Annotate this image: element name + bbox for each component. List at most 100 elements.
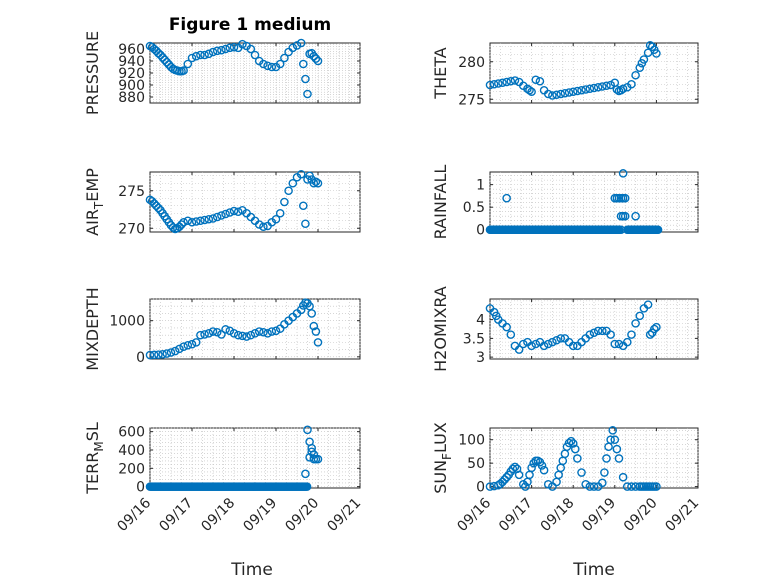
data-point bbox=[610, 435, 620, 445]
grid bbox=[149, 172, 361, 232]
data-point bbox=[527, 87, 536, 97]
y-tick-label: 200 bbox=[118, 461, 145, 477]
series-markers bbox=[485, 300, 661, 354]
data-point bbox=[577, 468, 586, 477]
data-point bbox=[539, 465, 549, 475]
x-tick-label: 09/21 bbox=[324, 495, 364, 535]
y-tick-label: 600 bbox=[118, 425, 145, 441]
data-point bbox=[217, 330, 226, 339]
data-point bbox=[556, 89, 566, 99]
y-axis-label: RAINFALL bbox=[431, 165, 450, 240]
data-point bbox=[610, 339, 620, 349]
data-point bbox=[200, 50, 209, 60]
data-point bbox=[645, 330, 655, 339]
y-tick-label: 940 bbox=[118, 54, 145, 70]
data-point bbox=[179, 66, 188, 75]
data-point bbox=[650, 324, 659, 334]
data-point bbox=[221, 325, 230, 334]
data-point bbox=[309, 51, 319, 61]
data-point bbox=[531, 339, 541, 349]
y-tick-label: 0 bbox=[476, 480, 485, 496]
y-tick-label: 0.5 bbox=[463, 200, 485, 216]
data-point bbox=[508, 464, 518, 474]
data-point bbox=[537, 461, 547, 470]
data-point bbox=[212, 327, 222, 337]
data-point bbox=[158, 53, 167, 62]
data-point bbox=[191, 217, 201, 226]
data-point bbox=[510, 76, 520, 85]
data-point bbox=[585, 84, 595, 94]
data-point bbox=[271, 214, 281, 224]
data-point bbox=[614, 454, 624, 463]
y-tick-label: 4 bbox=[476, 313, 485, 329]
data-point bbox=[250, 329, 260, 338]
data-point bbox=[581, 479, 590, 489]
data-point bbox=[187, 217, 197, 227]
data-point bbox=[313, 338, 323, 347]
x-tick-label: 09/16 bbox=[114, 495, 154, 535]
data-point bbox=[612, 85, 622, 94]
data-point bbox=[311, 177, 321, 187]
data-point bbox=[539, 341, 549, 351]
data-point bbox=[560, 88, 570, 98]
data-point bbox=[229, 42, 239, 52]
data-point bbox=[622, 482, 632, 491]
data-point bbox=[564, 88, 574, 97]
data-point bbox=[170, 346, 180, 356]
data-point bbox=[506, 330, 516, 339]
series-markers bbox=[145, 425, 323, 491]
data-point bbox=[612, 444, 622, 454]
data-point bbox=[643, 300, 653, 309]
y-tick-label: 280 bbox=[458, 55, 485, 71]
data-point bbox=[233, 330, 243, 340]
subplot-h2omixra: 3 3.5 4 H2OMIXRA bbox=[431, 286, 699, 372]
data-point bbox=[246, 330, 256, 340]
x-axis-label-right: Time bbox=[572, 560, 615, 580]
data-point bbox=[502, 193, 511, 203]
data-point bbox=[263, 329, 272, 338]
data-point bbox=[280, 53, 289, 63]
data-point bbox=[653, 225, 663, 235]
data-point bbox=[183, 59, 193, 69]
x-tick-label: 09/20 bbox=[621, 495, 661, 535]
data-point bbox=[311, 54, 321, 63]
y-axis-label: THETA bbox=[431, 47, 450, 99]
data-point bbox=[502, 77, 511, 87]
x-tick-label: 09/16 bbox=[454, 495, 494, 535]
data-point bbox=[196, 50, 205, 60]
subplot-sun_flux: 09/16 09/17 09/18 09/19 09/20 09/21 0 50 100SUNF… bbox=[431, 422, 702, 535]
subplot-rainfall: 0 0.5 1 RAINFALL bbox=[431, 165, 699, 240]
figure-title: Figure 1 medium bbox=[169, 15, 331, 35]
data-point bbox=[618, 84, 628, 94]
data-point bbox=[647, 225, 657, 235]
data-point bbox=[254, 327, 264, 336]
data-point bbox=[502, 322, 511, 332]
data-point bbox=[510, 462, 520, 472]
data-point bbox=[631, 70, 640, 80]
data-point bbox=[204, 329, 214, 338]
series-markers bbox=[485, 169, 663, 235]
y-axis-label: TERRMSL bbox=[83, 422, 106, 495]
data-point bbox=[259, 222, 268, 232]
subplot-terr_msl: 09/16 09/17 09/18 09/19 09/20 09/21 0 200 400 600… bbox=[83, 422, 364, 535]
data-point bbox=[514, 345, 524, 354]
data-point bbox=[284, 186, 293, 196]
subplot-mixdepth: 0 1000 MIXDEPTH bbox=[83, 287, 361, 371]
data-point bbox=[652, 322, 661, 332]
data-point bbox=[581, 85, 590, 94]
data-point bbox=[598, 82, 607, 91]
data-point bbox=[531, 75, 541, 85]
data-point bbox=[200, 330, 209, 339]
data-point bbox=[246, 44, 256, 54]
data-point bbox=[298, 59, 308, 69]
data-point bbox=[618, 472, 628, 482]
data-point bbox=[238, 331, 247, 341]
data-point bbox=[309, 321, 319, 331]
data-point bbox=[620, 193, 630, 203]
subplot-theta: 275 280 THETA bbox=[431, 40, 699, 108]
data-point bbox=[502, 472, 511, 482]
data-point bbox=[631, 211, 640, 221]
data-point bbox=[221, 44, 230, 54]
series-markers bbox=[145, 38, 323, 99]
